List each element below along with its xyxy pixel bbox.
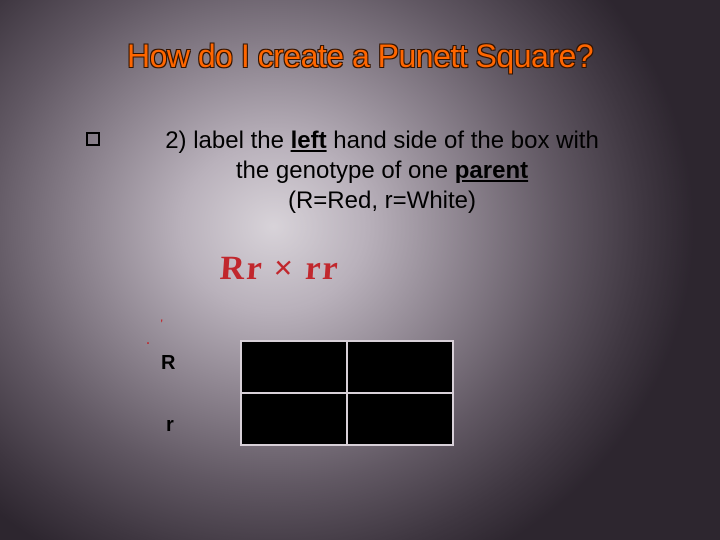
row-label-r: r (166, 414, 174, 437)
line1b: hand side of the box with (327, 127, 599, 154)
line1a: label the (193, 127, 290, 154)
line3: (R=Red, r=White) (288, 187, 476, 214)
punnett-cell (347, 393, 453, 445)
step-number: 2) (165, 127, 186, 154)
line2-underline: parent (455, 157, 528, 184)
line1-underline: left (291, 127, 327, 154)
punnett-square (240, 340, 454, 446)
punnett-cell (241, 393, 347, 445)
table-row (241, 393, 453, 445)
body-block: 2) label the left hand side of the box w… (86, 126, 646, 216)
slide-title: How do I create a Punett Square? (0, 38, 720, 75)
row-label-R: R (161, 352, 175, 375)
body-text: 2) label the left hand side of the box w… (118, 126, 646, 216)
bullet-box-icon (86, 132, 100, 146)
line2a: the genotype of one (236, 157, 455, 184)
punnett-cell (241, 341, 347, 393)
slide: How do I create a Punett Square? 2) labe… (0, 0, 720, 540)
handwritten-cross: Rr × rr (219, 252, 341, 286)
table-row (241, 341, 453, 393)
bullet-row: 2) label the left hand side of the box w… (86, 126, 646, 216)
punnett-cell (347, 341, 453, 393)
stray-mark-2: · (146, 336, 150, 351)
stray-mark-1: ' (160, 316, 163, 331)
